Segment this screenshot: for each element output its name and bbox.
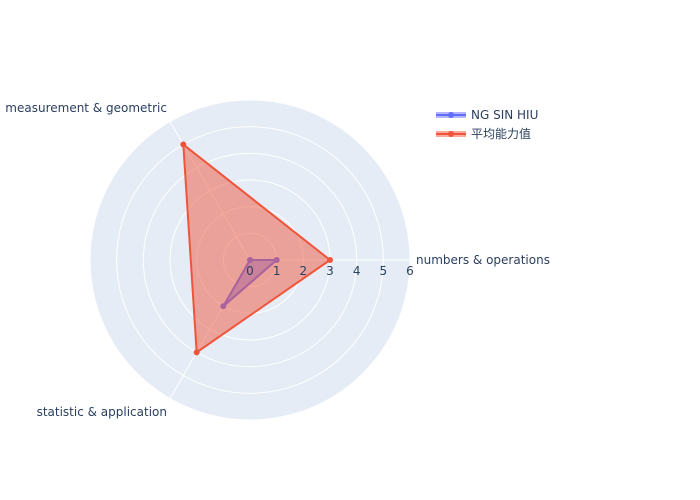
legend-label: NG SIN HIU — [471, 108, 538, 122]
legend-marker — [448, 131, 454, 137]
legend-marker — [448, 112, 454, 118]
radial-tick-label: 1 — [273, 264, 281, 278]
radial-tick-label: 5 — [380, 264, 388, 278]
legend-label: 平均能力值 — [471, 126, 531, 141]
axis-label: numbers & operations — [416, 253, 550, 267]
axis-labels: numbers & operations measurement & geomet… — [5, 101, 550, 419]
radial-tick-label: 2 — [300, 264, 308, 278]
radial-tick-labels: 0 1 2 3 4 5 6 — [246, 264, 414, 278]
legend[interactable]: NG SIN HIU 平均能力值 — [436, 108, 538, 141]
axis-label: measurement & geometric — [5, 101, 167, 115]
legend-item-0[interactable]: NG SIN HIU — [436, 108, 538, 122]
series-1-point-1[interactable] — [180, 141, 187, 148]
series-layer — [180, 141, 333, 356]
legend-item-1[interactable]: 平均能力值 — [436, 126, 531, 141]
axis-label: statistic & application — [37, 405, 167, 419]
series-1-point-2[interactable] — [193, 349, 200, 356]
series-area-1 — [182, 143, 331, 354]
radial-tick-label: 4 — [353, 264, 361, 278]
radial-tick-label: 3 — [326, 264, 334, 278]
series-1-point-0[interactable] — [327, 257, 333, 263]
radial-tick-label: 6 — [406, 264, 414, 278]
radial-tick-label: 0 — [246, 264, 254, 278]
